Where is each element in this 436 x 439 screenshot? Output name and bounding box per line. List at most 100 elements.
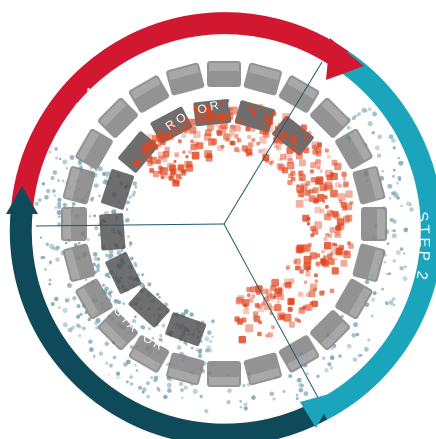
rotor-particle <box>204 129 212 136</box>
stator-particle <box>65 167 69 170</box>
stator-particle <box>161 324 166 328</box>
stator-particle <box>102 171 107 177</box>
rotor-particle <box>302 305 307 310</box>
rotor-particle <box>307 131 312 135</box>
stator-particle <box>95 318 101 323</box>
rotor-particle <box>225 137 230 142</box>
rotor-particle <box>274 125 279 130</box>
stator-particle <box>367 338 371 342</box>
stator-particle <box>125 217 130 223</box>
rotor-particle <box>229 129 235 136</box>
rotor-particle <box>181 117 189 125</box>
rotor-particle <box>310 233 315 238</box>
stator-particle <box>62 322 68 328</box>
rotor-particle <box>317 142 322 148</box>
rotor-particle <box>274 304 282 312</box>
rotor-particle <box>216 130 223 136</box>
rotor-particle <box>305 304 313 311</box>
stator-particle <box>351 116 356 121</box>
rotor-particle <box>342 182 348 188</box>
stator-particle <box>78 334 82 338</box>
rotor-particle <box>278 164 286 172</box>
rotor-particle <box>335 182 341 188</box>
stator-particle <box>104 272 110 278</box>
stator-particle <box>57 197 62 202</box>
rotor-particle <box>271 278 279 287</box>
rotor-particle <box>334 213 341 220</box>
rotor-particle <box>220 121 228 130</box>
stator-particle <box>91 354 96 359</box>
stator-particle <box>105 171 111 177</box>
rotor-particle <box>258 103 264 109</box>
rotor-particle <box>257 331 262 337</box>
stator-particle <box>122 302 126 305</box>
rotor-particle <box>345 214 353 222</box>
rotor-particle <box>286 282 291 287</box>
stator-particle <box>327 362 332 367</box>
stator-particle <box>204 336 210 342</box>
stator-particle <box>58 215 61 218</box>
stator-segment <box>75 278 113 320</box>
stator-particle <box>120 248 124 252</box>
rotor-particle <box>262 288 268 295</box>
stator-particle <box>93 214 96 218</box>
rotor-particle <box>316 194 325 202</box>
rotor-particle <box>215 128 220 133</box>
stator-particle <box>129 256 134 261</box>
rotor-particle <box>223 132 230 140</box>
rotor-particle <box>319 208 325 214</box>
rotor-particle <box>314 279 319 283</box>
stator-particle <box>129 345 134 350</box>
rotor-particle <box>311 141 319 149</box>
rotor-particle <box>175 173 181 179</box>
rotor-particle <box>181 132 187 139</box>
rotor-particle <box>341 171 347 177</box>
stator-particle <box>62 202 67 208</box>
stator-particle <box>386 242 390 245</box>
rotor-magnet <box>101 169 134 210</box>
rotor-particle <box>191 151 200 160</box>
rotor-particle <box>334 162 342 171</box>
stator-particle <box>98 351 104 356</box>
stator-particle <box>48 278 52 282</box>
rotor-particle <box>258 149 263 154</box>
stator-particle <box>322 356 326 360</box>
stator-particle <box>54 296 59 302</box>
stator-segment <box>278 335 320 373</box>
rotor-particle <box>235 297 243 305</box>
rotor-particle <box>299 269 304 274</box>
stator-particle <box>142 284 146 288</box>
rotor-particle <box>323 242 332 250</box>
rotor-particle <box>279 140 284 145</box>
rotor-particle <box>211 138 218 145</box>
stator-particle <box>399 266 404 271</box>
stator-particle <box>93 256 99 262</box>
rotor-magnet <box>118 131 159 173</box>
stator-particle <box>359 353 363 357</box>
rotor-particle <box>338 193 346 201</box>
step2-arc <box>316 50 436 420</box>
stator-particle <box>391 297 396 301</box>
rotor-particle <box>279 153 286 160</box>
rotor-particle <box>190 139 194 144</box>
stator-particle <box>59 157 62 161</box>
rotor-particle <box>261 302 266 306</box>
rotor-particle <box>160 175 165 180</box>
rotor-particle <box>141 151 145 155</box>
rotor-particle <box>335 231 340 236</box>
stator-particle <box>153 375 159 381</box>
step1-arrowhead <box>326 38 364 80</box>
stator-particle <box>389 218 394 222</box>
stator-particle <box>392 259 397 263</box>
rotor-particle <box>314 159 322 166</box>
stator-particle <box>206 345 211 350</box>
rotor-particle <box>303 280 308 284</box>
rotor-particle <box>188 150 192 155</box>
rotor-particle <box>256 141 260 146</box>
rotor-particle <box>246 293 251 297</box>
rotor-magnet <box>105 252 142 294</box>
rotor-particle <box>277 122 281 126</box>
stator-particle <box>296 397 299 400</box>
rotor-particle <box>271 325 275 329</box>
stator-particle <box>239 399 243 403</box>
